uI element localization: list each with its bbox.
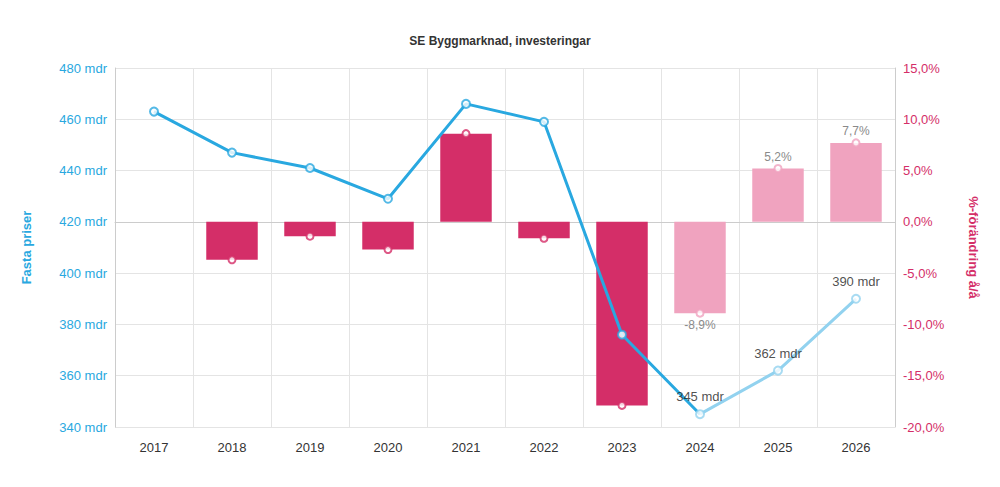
svg-text:2023: 2023	[608, 440, 637, 455]
svg-text:0,0%: 0,0%	[903, 214, 933, 229]
svg-text:-8,9%: -8,9%	[684, 318, 716, 332]
svg-text:15,0%: 15,0%	[903, 61, 940, 76]
svg-text:362 mdr: 362 mdr	[754, 346, 802, 361]
svg-text:-15,0%: -15,0%	[903, 368, 945, 383]
svg-text:480 mdr: 480 mdr	[59, 61, 107, 76]
svg-text:SE Byggmarknad, investeringar: SE Byggmarknad, investeringar	[409, 34, 591, 48]
svg-text:2020: 2020	[374, 440, 403, 455]
svg-text:Fasta priser: Fasta priser	[19, 211, 34, 285]
svg-text:380 mdr: 380 mdr	[59, 317, 107, 332]
svg-text:-10,0%: -10,0%	[903, 317, 945, 332]
svg-text:-20,0%: -20,0%	[903, 420, 945, 435]
svg-text:460 mdr: 460 mdr	[59, 112, 107, 127]
svg-text:2019: 2019	[296, 440, 325, 455]
svg-text:2017: 2017	[140, 440, 169, 455]
svg-text:2024: 2024	[686, 440, 715, 455]
svg-text:360 mdr: 360 mdr	[59, 368, 107, 383]
svg-text:2021: 2021	[452, 440, 481, 455]
svg-text:7,7%: 7,7%	[842, 124, 870, 138]
svg-text:5,0%: 5,0%	[903, 163, 933, 178]
svg-text:345 mdr: 345 mdr	[676, 389, 724, 404]
svg-text:5,2%: 5,2%	[764, 150, 792, 164]
svg-text:2025: 2025	[764, 440, 793, 455]
svg-text:-5,0%: -5,0%	[903, 266, 937, 281]
svg-text:2026: 2026	[842, 440, 871, 455]
svg-text:440 mdr: 440 mdr	[59, 163, 107, 178]
svg-text:390 mdr: 390 mdr	[832, 274, 880, 289]
svg-text:10,0%: 10,0%	[903, 112, 940, 127]
svg-text:400 mdr: 400 mdr	[59, 266, 107, 281]
svg-text:340 mdr: 340 mdr	[59, 420, 107, 435]
svg-text:%-förändring å/å: %-förändring å/å	[966, 196, 981, 299]
svg-text:2022: 2022	[530, 440, 559, 455]
svg-text:2018: 2018	[218, 440, 247, 455]
svg-text:420 mdr: 420 mdr	[59, 214, 107, 229]
